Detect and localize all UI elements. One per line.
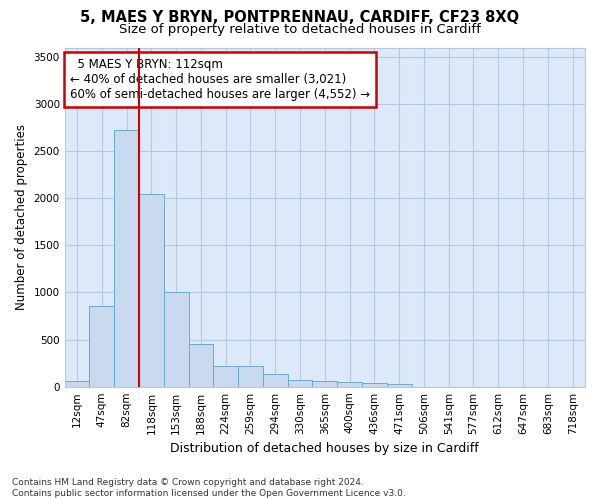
X-axis label: Distribution of detached houses by size in Cardiff: Distribution of detached houses by size … — [170, 442, 479, 455]
Bar — [139, 194, 164, 386]
Text: Contains HM Land Registry data © Crown copyright and database right 2024.
Contai: Contains HM Land Registry data © Crown c… — [12, 478, 406, 498]
Bar — [287, 380, 313, 386]
Bar — [337, 382, 362, 386]
Bar — [164, 292, 188, 386]
Text: Size of property relative to detached houses in Cardiff: Size of property relative to detached ho… — [119, 22, 481, 36]
Y-axis label: Number of detached properties: Number of detached properties — [15, 124, 28, 310]
Bar — [362, 383, 387, 386]
Bar — [188, 344, 214, 387]
Bar — [114, 130, 139, 386]
Text: 5 MAES Y BRYN: 112sqm
← 40% of detached houses are smaller (3,021)
60% of semi-d: 5 MAES Y BRYN: 112sqm ← 40% of detached … — [70, 58, 370, 100]
Bar — [89, 306, 114, 386]
Bar — [387, 384, 412, 386]
Bar — [214, 366, 238, 386]
Bar — [313, 382, 337, 386]
Bar — [238, 366, 263, 386]
Bar — [263, 374, 287, 386]
Text: 5, MAES Y BRYN, PONTPRENNAU, CARDIFF, CF23 8XQ: 5, MAES Y BRYN, PONTPRENNAU, CARDIFF, CF… — [80, 10, 520, 25]
Bar — [65, 381, 89, 386]
